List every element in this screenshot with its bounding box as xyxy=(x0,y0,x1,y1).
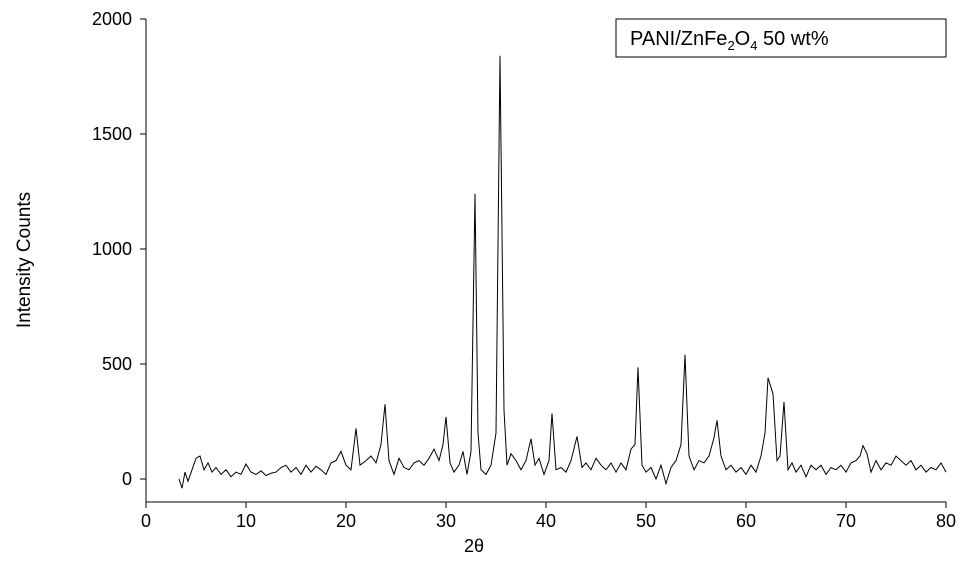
x-tick-label: 10 xyxy=(236,511,256,531)
y-tick-label: 0 xyxy=(122,469,132,489)
y-tick-label: 500 xyxy=(102,354,132,374)
y-tick-label: 1000 xyxy=(92,239,132,259)
x-tick-label: 50 xyxy=(636,511,656,531)
x-tick-label: 20 xyxy=(336,511,356,531)
x-tick-label: 30 xyxy=(436,511,456,531)
x-tick-label: 80 xyxy=(936,511,956,531)
y-axis-label: Intensity Counts xyxy=(14,192,35,328)
data-line xyxy=(178,55,947,489)
legend-box xyxy=(615,18,947,58)
y-tick-label: 1500 xyxy=(92,124,132,144)
x-axis-label: 2θ xyxy=(464,536,484,556)
x-tick-label: 70 xyxy=(836,511,856,531)
y-tick-label: 2000 xyxy=(92,9,132,29)
x-tick-label: 40 xyxy=(536,511,556,531)
legend-label: PANI/ZnFe2O4 50 wt% xyxy=(630,28,829,53)
x-tick-label: 60 xyxy=(736,511,756,531)
x-tick-label: 0 xyxy=(141,511,151,531)
